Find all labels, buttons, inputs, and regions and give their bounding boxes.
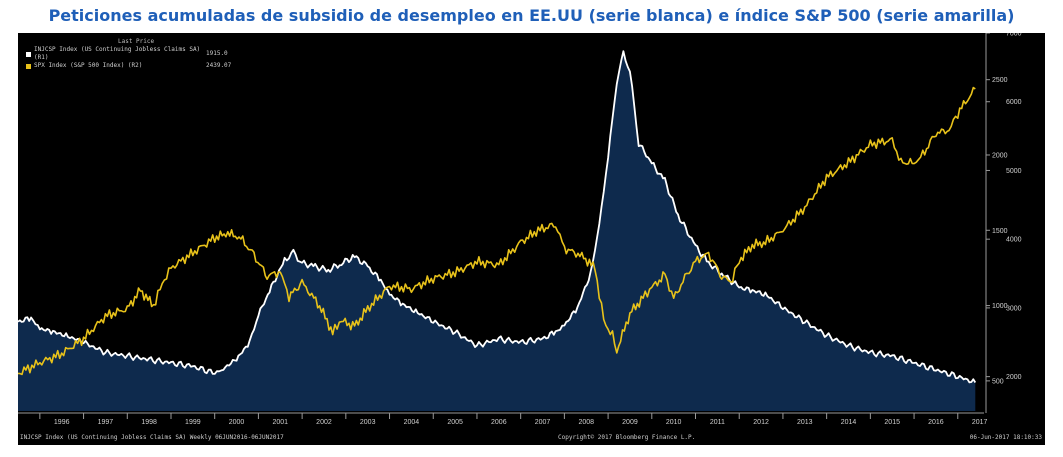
x-tick-label: 1998 [141,419,157,426]
chart-panel: 1996 1997 1998 1999 2000 2001 2002 2003 2004 2005… [18,33,1045,445]
legend-value: 2439.07 [206,62,232,69]
legend: Last Price INJCSP Index (US Continuing J… [26,38,231,70]
x-tick-label: 2006 [491,419,507,426]
legend-value: 1915.0 [206,50,228,57]
x-tick-label: 2009 [622,419,638,426]
x-tick-label: 2011 [710,419,725,426]
legend-swatch-yellow [26,63,31,69]
r1-axis-tick-label: 6000 [1006,99,1022,106]
x-tick-label: 1997 [98,419,114,426]
x-tick-label: 2017 [972,419,988,426]
r1-axis-tick-label: 3000 [1006,305,1022,312]
x-tick-label: 2002 [316,419,332,426]
legend-header: Last Price [118,38,155,45]
r1-axis-tick-label: 4000 [1006,237,1022,244]
legend-label: INJCSP Index (US Continuing Jobless Clai… [34,46,201,61]
x-tick-label: 2000 [229,419,245,426]
series-line-jobless-claims [18,50,977,384]
x-tick-label: 2001 [272,419,288,426]
plot-area: 1996 1997 1998 1999 2000 2001 2002 2003 2004 2005… [18,33,1022,426]
x-tick-label: 2007 [535,419,551,426]
r1-axis-tick-label: 7000 [1006,33,1022,38]
x-tick-label: 1996 [54,419,70,426]
legend-item-sp500: SPX Index (S&P 500 Index) (R2) 2439.07 [26,62,231,70]
x-tick-label: 2012 [753,419,769,426]
legend-item-jobless-claims: INJCSP Index (US Continuing Jobless Clai… [26,46,231,62]
x-tick-label: 2003 [360,419,376,426]
r2-axis-tick-label: 2000 [992,152,1008,159]
x-tick-label: 1999 [185,419,201,426]
r2-axis-tick-label: 1000 [992,303,1008,310]
x-tick-label: 2016 [928,419,944,426]
footer-source: INJCSP Index (US Continuing Jobless Clai… [20,434,284,441]
x-tick-label: 2013 [797,419,813,426]
series-line-sp500 [18,86,976,376]
x-tick-label: 2005 [447,419,463,426]
legend-swatch-white [26,51,31,57]
footer-timestamp: 06-Jun-2017 18:10:33 [969,434,1042,441]
r2-axis-tick-label: 500 [992,378,1004,385]
legend-label: SPX Index (S&P 500 Index) (R2) [34,62,143,69]
r1-axis-tick-label: 2000 [1006,374,1022,381]
x-tick-label: 2008 [578,419,594,426]
r2-axis-tick-label: 2500 [992,77,1008,84]
x-tick-label: 2014 [841,419,857,426]
footer-copyright: Copyright© 2017 Bloomberg Finance L.P. [558,434,696,441]
x-tick-label: 2010 [666,419,682,426]
series-area-jobless-claims [18,51,976,411]
x-tick-label: 2004 [404,419,420,426]
chart-title: Peticiones acumuladas de subsidio de des… [48,6,1015,25]
x-tick-label: 2015 [884,419,900,426]
r2-axis-tick-label: 1500 [992,228,1008,235]
r1-axis-tick-label: 5000 [1006,168,1022,175]
